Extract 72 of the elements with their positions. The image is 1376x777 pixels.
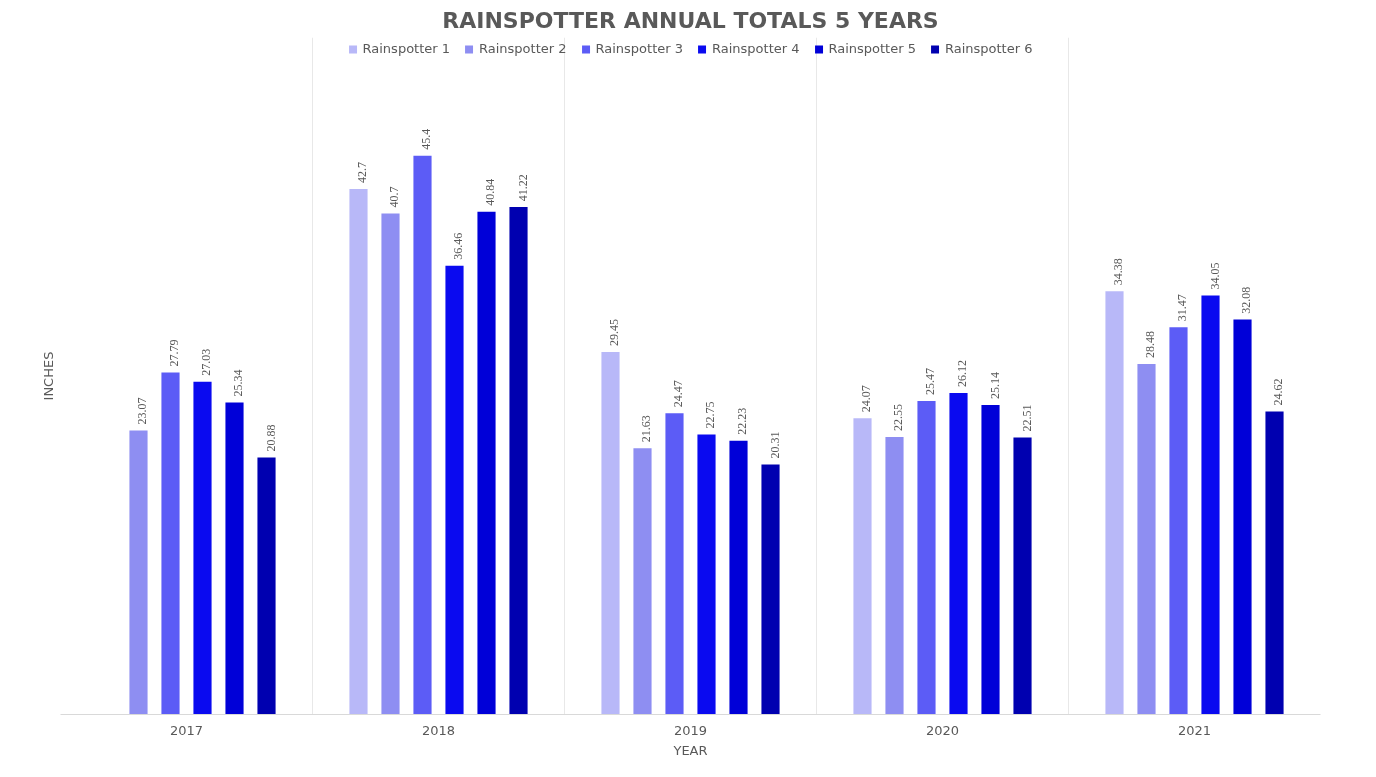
x-tick-label: 2017 bbox=[169, 722, 204, 738]
bar bbox=[761, 464, 780, 715]
data-label: 25.34 bbox=[231, 369, 246, 397]
data-label: 34.38 bbox=[1111, 258, 1126, 286]
bar bbox=[633, 448, 652, 715]
data-label: 24.47 bbox=[671, 380, 686, 408]
data-label: 28.48 bbox=[1143, 330, 1158, 358]
data-label: 45.4 bbox=[419, 128, 434, 150]
legend-label: Rainspotter 2 bbox=[479, 41, 567, 56]
data-label: 21.63 bbox=[639, 415, 654, 443]
bar bbox=[729, 440, 748, 715]
x-tick-label: 2019 bbox=[673, 722, 708, 738]
bar bbox=[509, 207, 528, 715]
legend-label: Rainspotter 6 bbox=[944, 41, 1033, 56]
bar bbox=[1105, 291, 1124, 715]
data-label: 27.79 bbox=[167, 339, 182, 367]
bar bbox=[885, 436, 904, 715]
bar bbox=[1233, 319, 1252, 715]
y-axis-title: INCHES bbox=[40, 351, 56, 401]
bar bbox=[161, 372, 180, 715]
legend-label: Rainspotter 4 bbox=[712, 41, 800, 56]
bar bbox=[853, 418, 872, 715]
data-label: 26.12 bbox=[955, 359, 970, 387]
data-label: 31.47 bbox=[1175, 294, 1190, 322]
data-label: 40.84 bbox=[483, 178, 498, 206]
bar bbox=[1201, 295, 1220, 715]
bar bbox=[129, 430, 148, 715]
data-label: 41.22 bbox=[515, 174, 530, 202]
data-label: 34.05 bbox=[1207, 262, 1222, 290]
data-label: 24.62 bbox=[1271, 378, 1286, 406]
bar bbox=[1169, 327, 1188, 715]
bar bbox=[381, 213, 400, 715]
bar bbox=[697, 434, 716, 715]
data-label: 42.7 bbox=[355, 161, 370, 183]
data-label: 24.07 bbox=[859, 385, 874, 413]
data-label: 22.75 bbox=[703, 401, 718, 429]
data-label: 22.51 bbox=[1019, 404, 1034, 432]
bar bbox=[225, 402, 244, 715]
x-tick-label: 2021 bbox=[1177, 722, 1212, 738]
bar bbox=[665, 413, 684, 715]
x-tick-label: 2018 bbox=[421, 722, 456, 738]
data-label: 40.7 bbox=[387, 186, 402, 208]
bar bbox=[601, 352, 620, 715]
bar bbox=[349, 188, 368, 715]
x-axis-title: YEAR bbox=[672, 742, 708, 758]
data-label: 22.55 bbox=[891, 403, 906, 431]
legend-label: Rainspotter 5 bbox=[828, 41, 916, 56]
legend-label: Rainspotter 3 bbox=[595, 41, 683, 56]
bar bbox=[917, 400, 936, 715]
data-label: 23.07 bbox=[135, 397, 150, 425]
chart-title: RAINSPOTTER ANNUAL TOTALS 5 YEARS bbox=[442, 7, 939, 33]
data-label: 25.14 bbox=[987, 372, 1002, 400]
bar bbox=[413, 155, 432, 715]
bar bbox=[981, 405, 1000, 715]
bar bbox=[477, 211, 496, 715]
data-label: 27.03 bbox=[199, 348, 214, 376]
x-tick-label: 2020 bbox=[925, 722, 960, 738]
data-label: 29.45 bbox=[607, 319, 622, 346]
bar bbox=[445, 265, 464, 715]
bar bbox=[193, 381, 212, 715]
data-label: 32.08 bbox=[1239, 286, 1254, 314]
data-label: 25.47 bbox=[923, 367, 938, 395]
data-label: 36.46 bbox=[451, 232, 466, 260]
data-label: 22.23 bbox=[735, 407, 750, 435]
bar bbox=[1137, 363, 1156, 715]
bar bbox=[257, 457, 276, 715]
bar bbox=[1013, 437, 1032, 715]
bar bbox=[949, 392, 968, 715]
data-label: 20.31 bbox=[767, 431, 782, 459]
data-label: 20.88 bbox=[263, 424, 278, 452]
bar bbox=[1265, 411, 1284, 715]
legend-label: Rainspotter 1 bbox=[362, 41, 451, 56]
